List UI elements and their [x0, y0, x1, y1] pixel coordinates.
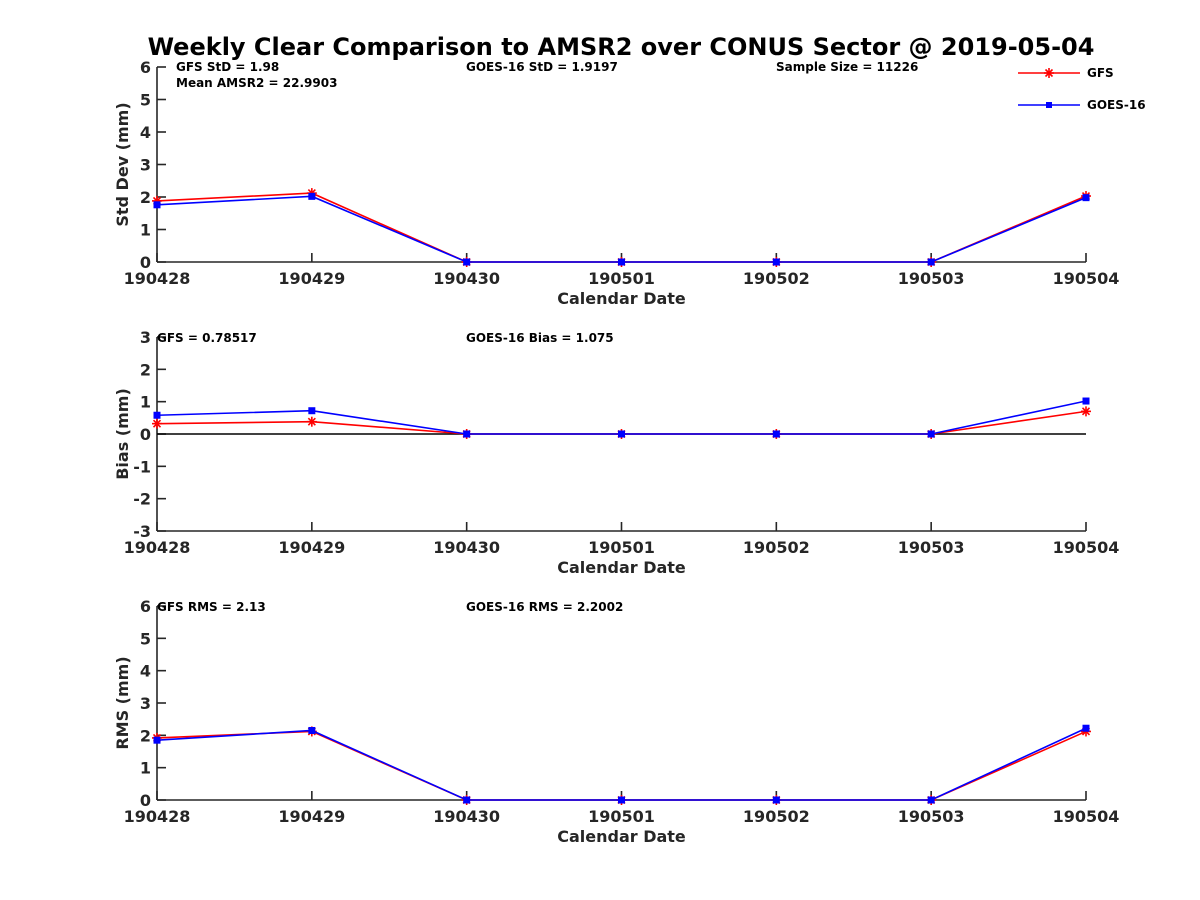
x-tick-label: 190429: [278, 807, 345, 826]
y-tick-label: 2: [140, 360, 151, 379]
panel-3: 0 1 2 3 4 5 6 190428 190429 190430 190501 190502 190…: [113, 597, 1119, 846]
y-tick-label: -2: [133, 490, 151, 509]
y-tick-label: 0: [140, 253, 151, 272]
legend-marker-gfs: [1044, 68, 1054, 78]
x-tick-label: 190428: [124, 807, 191, 826]
point-goes: [772, 796, 780, 804]
x-tick-label: 190501: [588, 538, 655, 557]
point-goes: [618, 430, 625, 438]
series-line-gfs: [156, 730, 1087, 801]
point-goes: [1082, 397, 1090, 405]
x-tick-label: 190502: [743, 807, 810, 826]
stat-annotation: GFS RMS = 2.13: [157, 600, 266, 614]
point-goes: [772, 258, 780, 266]
point-goes: [618, 258, 625, 266]
x-tick-label: 190428: [124, 269, 191, 288]
y-tick-label: 5: [140, 91, 151, 110]
point-goes: [153, 736, 161, 744]
y-tick-label: 0: [140, 425, 151, 444]
y-tick-label: 0: [140, 791, 151, 810]
point-goes: [618, 796, 625, 804]
stat-annotation: Mean AMSR2 = 22.9903: [176, 76, 337, 90]
x-tick-label: 190501: [588, 807, 655, 826]
x-axis-label: Calendar Date: [557, 827, 686, 846]
y-tick-label: 6: [140, 597, 151, 616]
point-goes: [463, 258, 471, 266]
x-tick-label: 190502: [743, 269, 810, 288]
x-tick-label: 190503: [898, 807, 965, 826]
y-tick-label: 2: [140, 188, 151, 207]
y-axis-label: Bias (mm): [113, 388, 132, 480]
stat-annotation: Sample Size = 11226: [776, 60, 918, 74]
point-gfs: [1081, 406, 1091, 417]
point-goes: [153, 411, 161, 419]
point-goes: [308, 407, 316, 415]
y-tick-label: 6: [140, 58, 151, 77]
point-goes: [927, 796, 935, 804]
y-tick-label: -3: [133, 522, 151, 541]
stat-annotation: GFS StD = 1.98: [176, 60, 279, 74]
x-tick-label: 190428: [124, 538, 191, 557]
x-tick-label: 190430: [433, 807, 500, 826]
y-tick-label: 4: [140, 123, 151, 142]
x-axis-label: Calendar Date: [557, 289, 686, 308]
point-goes: [308, 726, 316, 734]
y-tick-label: 3: [140, 156, 151, 175]
x-tick-label: 190504: [1053, 269, 1120, 288]
stat-annotation: GOES-16 Bias = 1.075: [466, 331, 614, 345]
x-tick-label: 190429: [278, 538, 345, 557]
x-tick-label: 190501: [588, 269, 655, 288]
series-line-goes: [156, 727, 1087, 801]
y-tick-label: 4: [140, 662, 151, 681]
legend-marker-goes: [1046, 102, 1052, 108]
y-tick-label: -1: [133, 457, 151, 476]
y-tick-label: 1: [140, 393, 151, 412]
y-tick-label: 1: [140, 759, 151, 778]
x-tick-label: 190503: [898, 269, 965, 288]
y-tick-label: 1: [140, 221, 151, 240]
panel-1: 0 1 2 3 4 5 6 190428 190429 190430 190501 190502 190…: [113, 58, 1119, 308]
legend-label-gfs: GFS: [1087, 66, 1114, 80]
chart-title: Weekly Clear Comparison to AMSR2 over CO…: [148, 33, 1095, 61]
legend: GFS GOES-16: [1018, 66, 1146, 112]
x-tick-label: 190430: [433, 538, 500, 557]
y-axis-label: Std Dev (mm): [113, 102, 132, 226]
x-tick-label: 190504: [1053, 538, 1120, 557]
point-goes: [153, 201, 161, 209]
series-line-gfs: [156, 192, 1087, 263]
series-line-goes: [156, 195, 1087, 263]
stat-annotation: GOES-16 RMS = 2.2002: [466, 600, 623, 614]
x-tick-label: 190430: [433, 269, 500, 288]
point-goes: [463, 796, 471, 804]
x-tick-label: 190504: [1053, 807, 1120, 826]
x-tick-label: 190503: [898, 538, 965, 557]
y-tick-label: 5: [140, 629, 151, 648]
stat-annotation: GOES-16 StD = 1.9197: [466, 60, 618, 74]
stat-annotation: GFS = 0.78517: [157, 331, 257, 345]
point-gfs: [152, 418, 162, 429]
point-goes: [772, 430, 780, 438]
y-tick-label: 3: [140, 328, 151, 347]
point-goes: [1082, 194, 1090, 202]
x-tick-label: 190429: [278, 269, 345, 288]
y-tick-label: 3: [140, 694, 151, 713]
legend-label-goes: GOES-16: [1087, 98, 1146, 112]
y-axis-label: RMS (mm): [113, 656, 132, 749]
point-goes: [463, 430, 471, 438]
panel-2: -3 -2 -1 0 1 2 3 190428 190429 190430 190501 190502…: [113, 328, 1119, 577]
point-gfs: [306, 416, 317, 427]
point-goes: [927, 258, 935, 266]
y-tick-label: 2: [140, 726, 151, 745]
point-goes: [927, 430, 935, 438]
point-goes: [308, 192, 316, 200]
x-axis-label: Calendar Date: [557, 558, 686, 577]
point-goes: [1082, 724, 1090, 732]
x-tick-label: 190502: [743, 538, 810, 557]
